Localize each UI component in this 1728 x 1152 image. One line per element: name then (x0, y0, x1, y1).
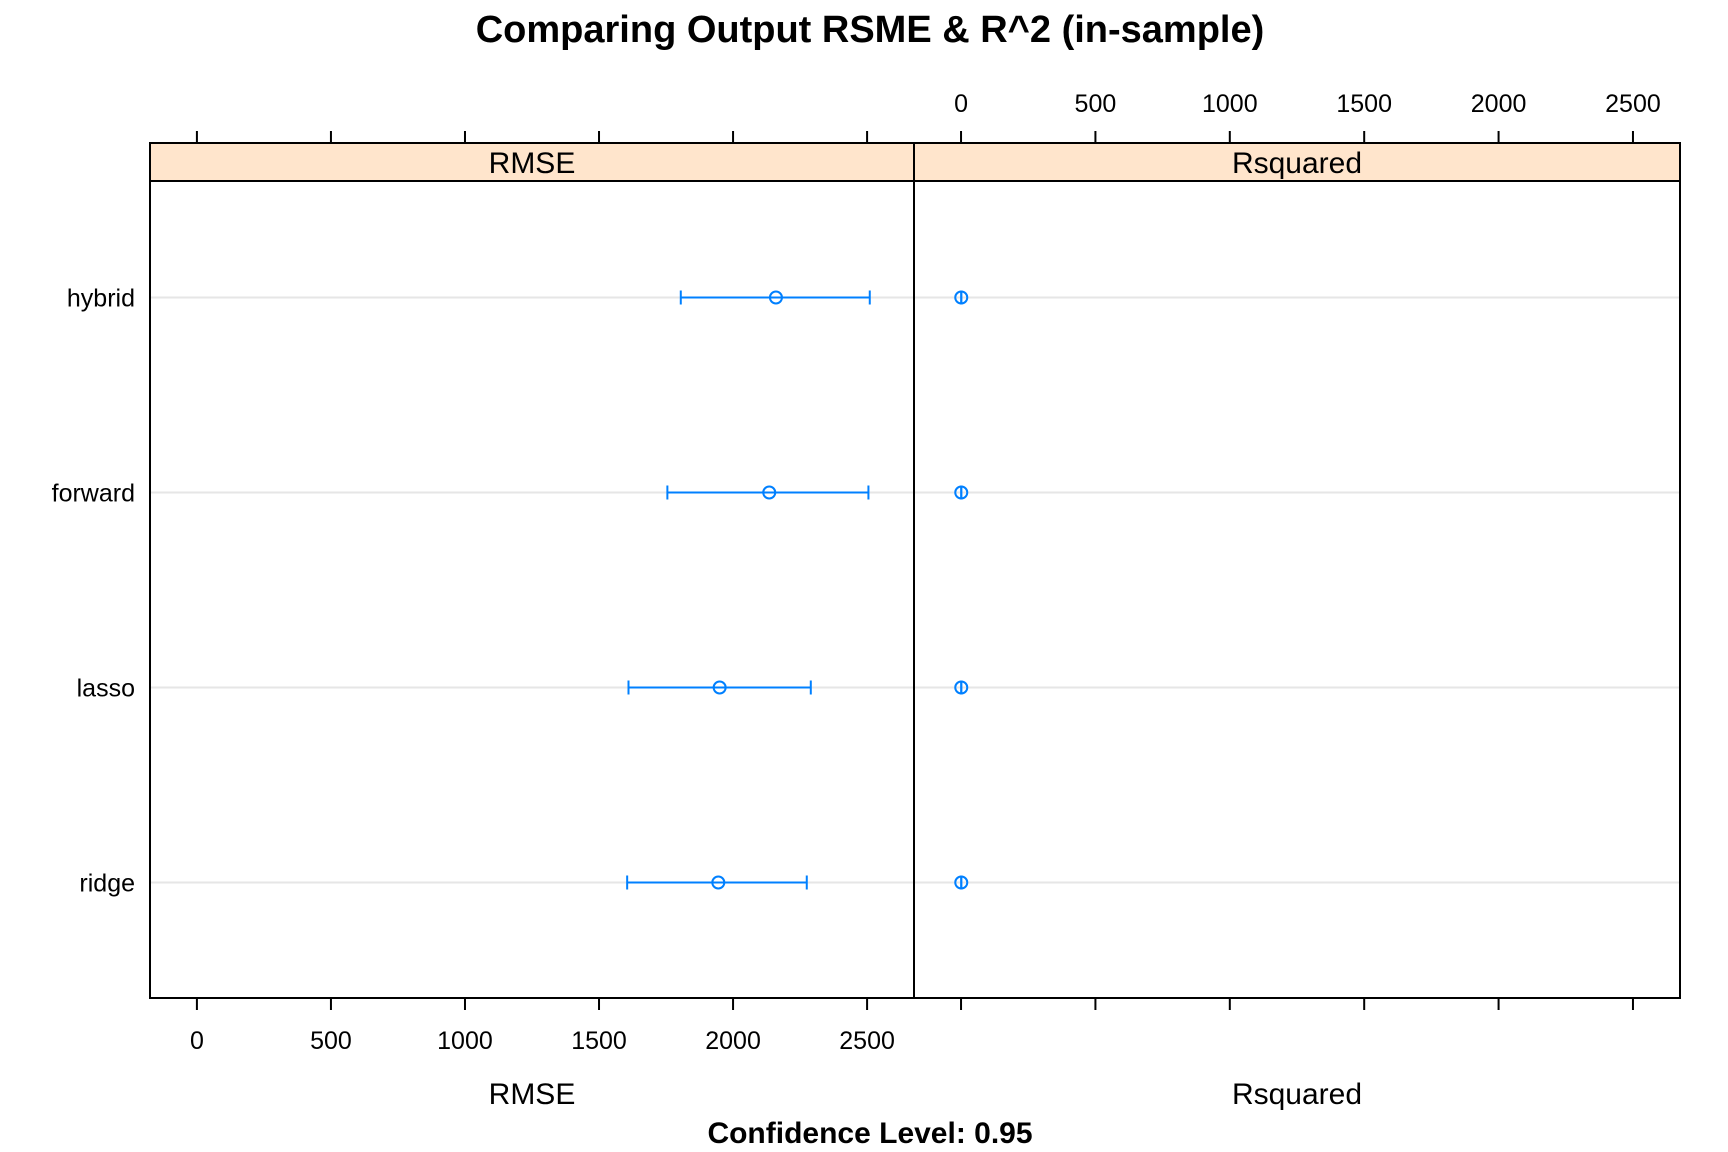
panel-rmse: RMSE 0 500 1000 1500 2000 2500 RMSE (149, 131, 915, 1111)
panel-strip-label: Rsquared (1232, 147, 1362, 180)
estimate-point (954, 485, 969, 500)
category-label: ridge (79, 870, 135, 898)
category-label: lasso (77, 675, 135, 703)
chart-subtitle: Confidence Level: 0.95 (707, 1117, 1032, 1150)
estimate-point (762, 485, 777, 500)
estimate-point (712, 680, 727, 695)
x-axis-label: RMSE (489, 1078, 576, 1111)
tick-label: 500 (1075, 90, 1117, 118)
category-label: hybrid (67, 285, 135, 313)
tick-label: 1500 (571, 1027, 627, 1055)
tick-label: 2500 (1605, 90, 1661, 118)
tick-label: 2000 (705, 1027, 761, 1055)
tick-label: 0 (954, 90, 968, 118)
chart-title: Comparing Output RSME & R^2 (in-sample) (476, 9, 1265, 51)
estimate-point (954, 290, 969, 305)
panel-rsquared: Rsquared 0 500 1000 1500 2000 2500 Rsquared (913, 90, 1681, 1111)
x-axis-label: Rsquared (1232, 1078, 1362, 1111)
panel-strip-label: RMSE (489, 147, 576, 180)
panel-frame (149, 142, 915, 999)
category-label: forward (52, 480, 135, 508)
tick-label: 2500 (839, 1027, 895, 1055)
tick-label: 1000 (1202, 90, 1258, 118)
estimate-point (711, 875, 726, 890)
tick-label: 1000 (437, 1027, 493, 1055)
estimate-point (954, 680, 969, 695)
estimate-point (954, 875, 969, 890)
tick-label: 0 (190, 1027, 204, 1055)
tick-label: 500 (310, 1027, 352, 1055)
plot-area: hybrid forward lasso ridge RMSE 0 500 1000 1500 2… (52, 90, 1681, 1111)
tick-label: 1500 (1336, 90, 1392, 118)
estimate-point (768, 290, 783, 305)
panel-frame (913, 142, 1681, 999)
tick-label: 2000 (1471, 90, 1527, 118)
